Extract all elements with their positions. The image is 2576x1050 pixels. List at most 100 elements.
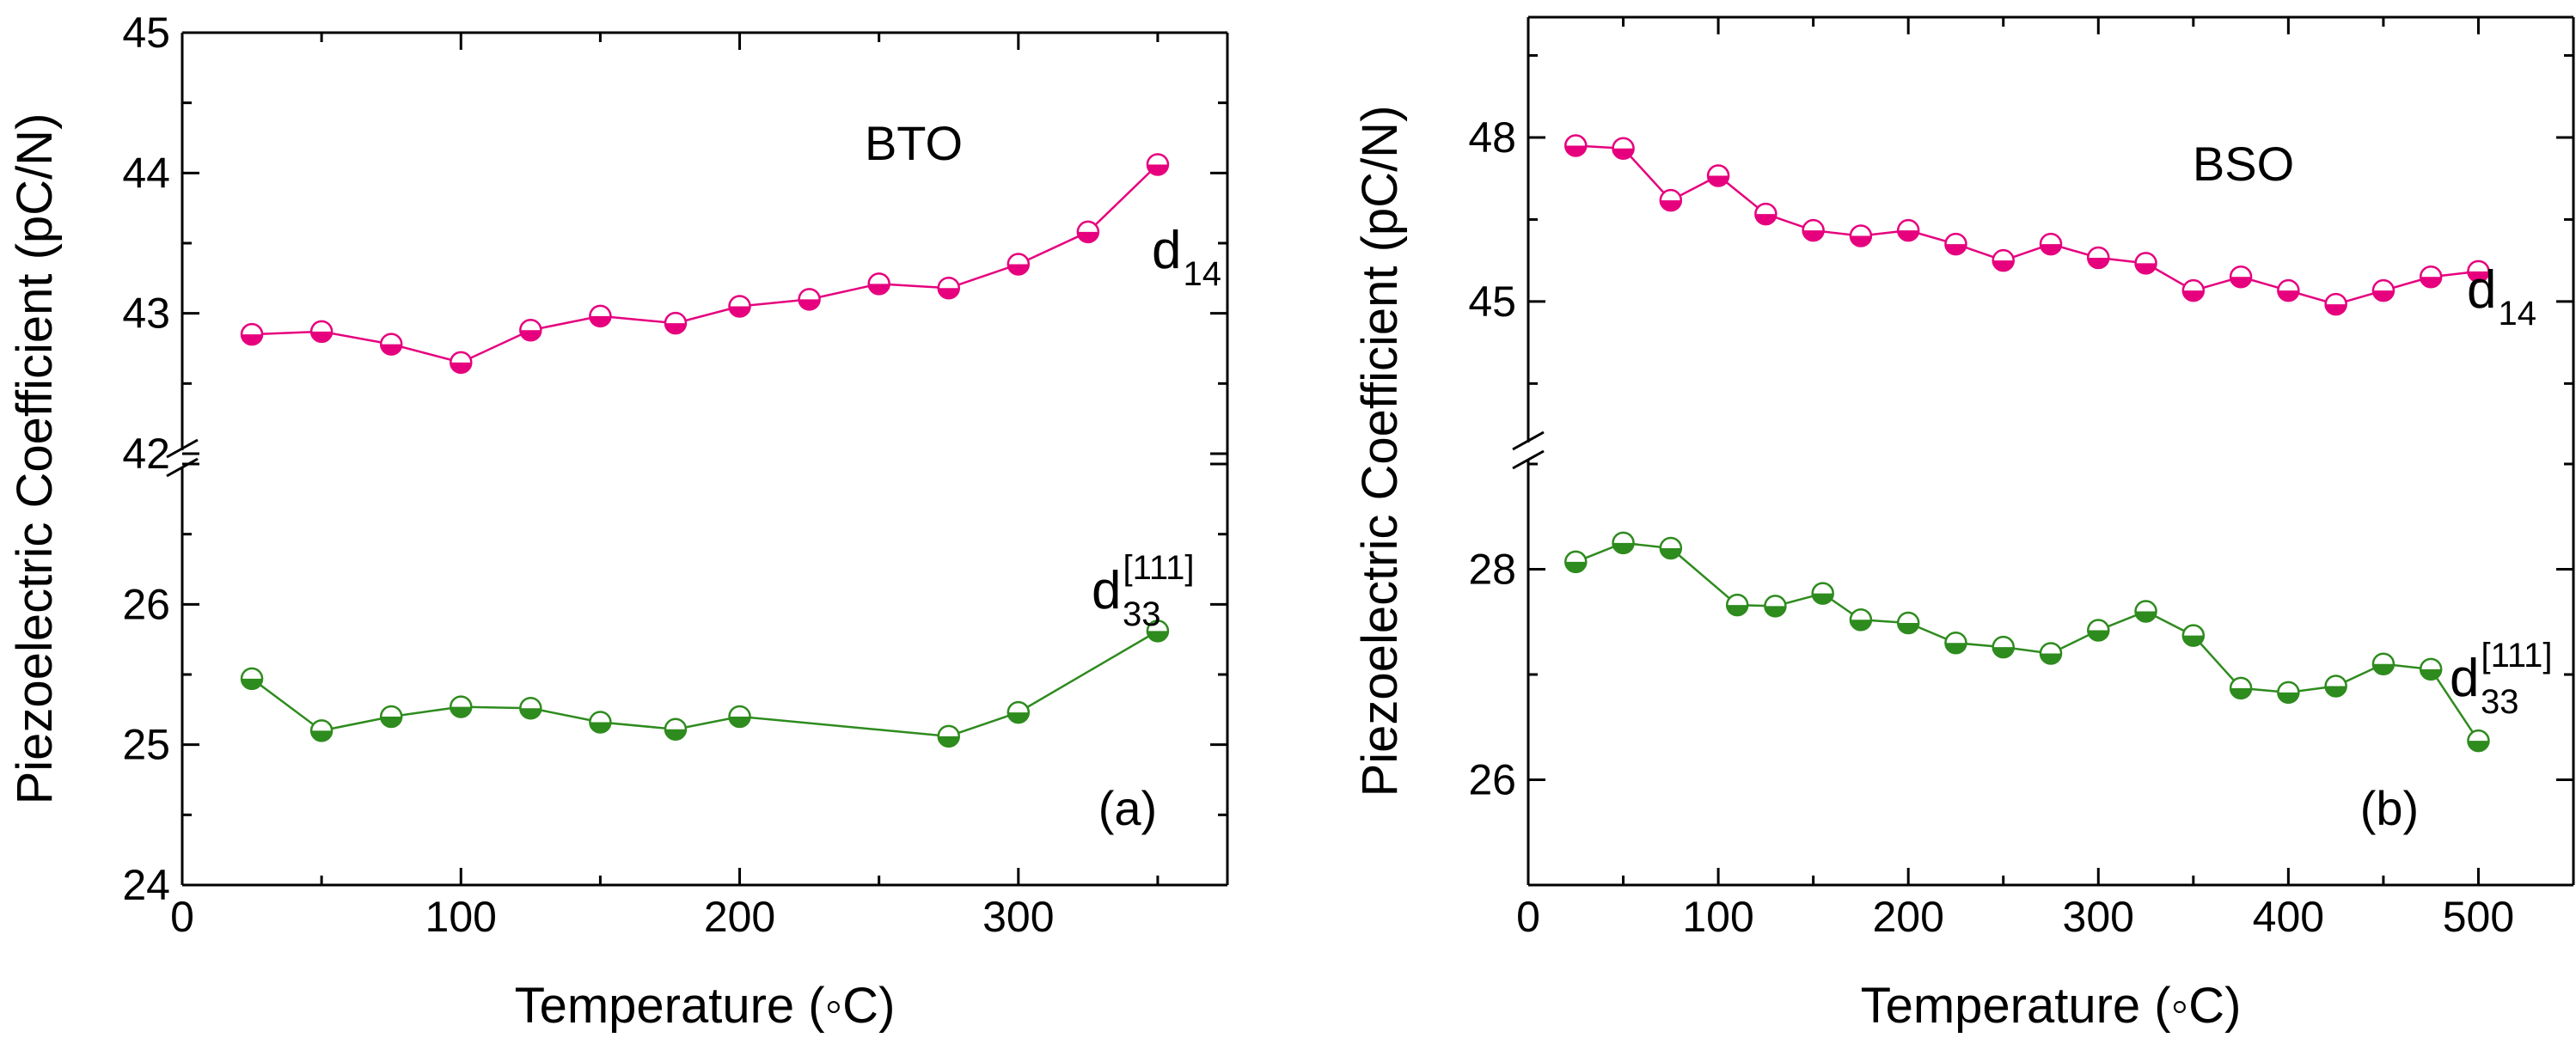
data-point-fill (1147, 631, 1168, 642)
data-point-fill (1147, 164, 1168, 175)
data-point-fill (1992, 647, 2014, 658)
data-point (2181, 278, 2206, 302)
data-point-fill (1007, 712, 1029, 723)
x-tick-label: 100 (425, 893, 497, 941)
y-axis-title: Piezoelectric Coefficient (pC/N) (1352, 106, 1408, 797)
data-point (1754, 202, 1778, 226)
data-point-fill (2230, 687, 2252, 699)
data-point-fill (2041, 653, 2061, 664)
data-point-fill (868, 284, 890, 295)
data-point-fill (590, 722, 611, 733)
data-point (1007, 253, 1031, 276)
axis-break-mark (1512, 449, 1545, 470)
data-point-fill (2372, 290, 2394, 302)
data-point (2467, 729, 2490, 753)
axis-break-mark (166, 438, 199, 459)
data-point (937, 724, 960, 748)
chart-panel-0: 0 100 200 300 42 43 44 45 24 25 26 Temperature (◦C)… (7, 9, 1229, 1034)
x-tick-label: 200 (704, 893, 775, 941)
data-point (1896, 218, 1920, 242)
data-point (937, 277, 960, 300)
data-point (1849, 224, 1873, 247)
data-point (450, 351, 473, 375)
series-label: d14 (1152, 221, 1221, 293)
x-tick-label: 0 (170, 893, 194, 941)
y-tick-label-upper: 45 (122, 9, 170, 57)
data-point (1564, 550, 1588, 574)
y-tick-label-lower: 24 (122, 861, 170, 909)
data-point-fill (381, 344, 402, 355)
data-point (379, 705, 403, 729)
data-point-fill (450, 362, 472, 373)
data-point (2087, 246, 2110, 270)
data-point-fill (1945, 643, 1967, 654)
data-point-fill (2468, 271, 2489, 282)
y-tick-label-lower: 28 (1468, 546, 1516, 594)
data-point-fill (2468, 741, 2489, 752)
data-point-fill (1565, 145, 1587, 156)
x-axis-title: Temperature (◦C) (1861, 978, 2242, 1034)
axis-break-mark (1512, 430, 1545, 451)
y-tick-label-upper: 42 (122, 430, 170, 478)
data-point-fill (242, 678, 263, 689)
data-point-fill (1945, 244, 1967, 255)
data-point (519, 696, 542, 720)
data-point-fill (729, 717, 750, 727)
x-tick-label: 200 (1872, 893, 1943, 941)
series-label: d[111] 33 (1092, 549, 1195, 633)
data-point-fill (1565, 561, 1587, 572)
data-point-fill (938, 288, 959, 299)
data-point (2277, 681, 2300, 705)
series-line-14 (252, 163, 1159, 364)
data-point-fill (2135, 263, 2157, 274)
data-point-fill (1612, 542, 1634, 553)
data-point (728, 705, 751, 729)
data-point-fill (2088, 258, 2109, 268)
data-point (2277, 278, 2300, 302)
data-point (2039, 642, 2063, 665)
data-point (867, 272, 890, 296)
data-point-fill (381, 717, 402, 727)
data-point-fill (1727, 605, 1748, 616)
series-label: d14 (2467, 260, 2536, 333)
data-point-fill (1850, 235, 1871, 247)
data-point (1896, 611, 1920, 635)
x-tick-label: 400 (2253, 893, 2324, 941)
data-point-fill (664, 729, 686, 740)
data-point-fill (1898, 230, 1919, 241)
series-line-33 (1575, 541, 2480, 742)
data-point (1076, 220, 1100, 244)
data-point-fill (520, 330, 542, 341)
x-tick-label: 300 (2063, 893, 2134, 941)
data-point (2229, 676, 2253, 700)
data-point-fill (311, 730, 333, 742)
y-tick-label-upper: 45 (1468, 278, 1516, 326)
y-tick-label-upper: 43 (122, 290, 170, 338)
data-point-fill (798, 299, 820, 310)
data-point-fill (938, 736, 959, 747)
data-point (1659, 536, 1683, 560)
data-point (2324, 292, 2347, 316)
data-point-fill (2135, 611, 2157, 622)
data-point-fill (450, 706, 472, 717)
y-tick-label-upper: 44 (122, 149, 170, 197)
x-tick-label: 500 (2443, 893, 2514, 941)
data-point (1725, 593, 1749, 617)
data-point-fill (1077, 231, 1098, 242)
data-point-fill (1660, 200, 1681, 211)
chart-panel-1: 0 100 200 300 400 500 45 48 26 28 Temperature (◦C)… (1352, 15, 2575, 1034)
x-axis-title: Temperature (◦C) (515, 978, 896, 1034)
data-point (728, 295, 751, 318)
data-point (450, 695, 473, 718)
data-point (1944, 232, 1967, 256)
data-point-fill (2230, 277, 2252, 288)
data-point (309, 719, 333, 742)
data-point (589, 711, 612, 734)
data-point-fill (2325, 686, 2347, 697)
data-point (1764, 595, 1787, 618)
y-tick-label-lower: 26 (1468, 756, 1516, 804)
data-point-fill (1612, 148, 1634, 159)
data-point (2087, 619, 2110, 642)
data-point-fill (2088, 630, 2109, 641)
